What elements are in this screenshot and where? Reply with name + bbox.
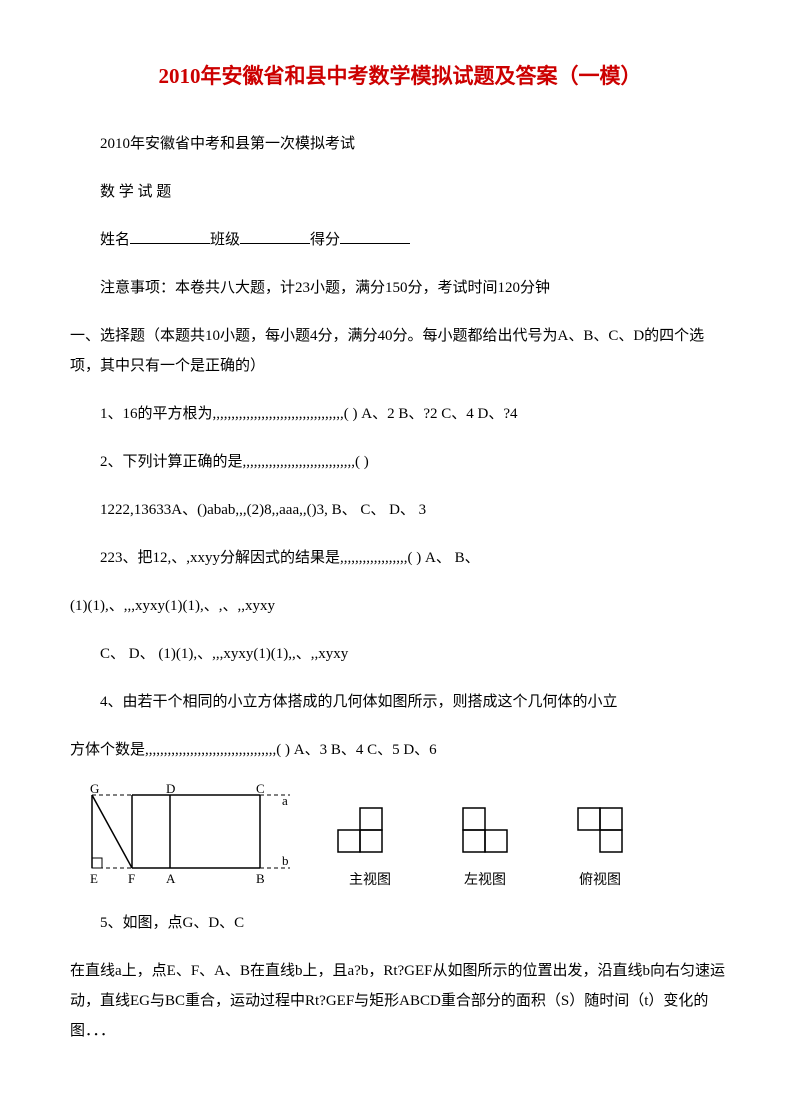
top-view: 俯视图 bbox=[560, 800, 640, 893]
left-view: 左视图 bbox=[445, 800, 525, 893]
exam-source: 2010年安徽省中考和县第一次模拟考试 bbox=[70, 129, 730, 159]
score-label: 得分 bbox=[310, 232, 340, 248]
question-3-options-1: (1)(1),、,,,xyxy(1)(1),、,、,,xyxy bbox=[70, 591, 730, 621]
geometry-diagram: G D C E F A B a b bbox=[90, 783, 300, 893]
front-view-icon bbox=[330, 800, 410, 860]
score-blank bbox=[340, 229, 410, 244]
name-label: 姓名 bbox=[100, 232, 130, 248]
question-2-options: 1222,13633A、()abab,,,(2)8,,aaa,,()3, B、 … bbox=[70, 495, 730, 525]
label-a: a bbox=[282, 793, 288, 808]
class-label: 班级 bbox=[210, 232, 240, 248]
section-1-header: 一、选择题（本题共10小题，每小题4分，满分40分。每小题都给出代号为A、B、C… bbox=[70, 321, 730, 381]
question-5: 5、如图，点G、D、C bbox=[70, 908, 730, 938]
label-B: B bbox=[256, 871, 265, 886]
top-view-icon bbox=[560, 800, 640, 860]
diagram-row: G D C E F A B a b 主视图 左视图 bbox=[70, 783, 730, 893]
question-1: 1、16的平方根为,,,,,,,,,,,,,,,,,,,,,,,,,,,,,,,… bbox=[70, 399, 730, 429]
label-C: C bbox=[256, 783, 265, 796]
exam-notice: 注意事项：本卷共八大题，计23小题，满分150分，考试时间120分钟 bbox=[70, 273, 730, 303]
front-view: 主视图 bbox=[330, 800, 410, 893]
left-view-label: 左视图 bbox=[445, 870, 525, 892]
subject-title: 数 学 试 题 bbox=[70, 177, 730, 207]
question-4-part-a: 4、由若干个相同的小立方体搭成的几何体如图所示，则搭成这个几何体的小立 bbox=[70, 687, 730, 717]
label-b: b bbox=[282, 853, 289, 868]
student-info-line: 姓名 班级 得分 bbox=[70, 225, 730, 255]
view-group: 主视图 左视图 俯视图 bbox=[330, 800, 640, 893]
label-E: E bbox=[90, 871, 98, 886]
class-blank bbox=[240, 229, 310, 244]
label-A: A bbox=[166, 871, 176, 886]
label-D: D bbox=[166, 783, 175, 796]
question-3: 223、把12,、,xxyy分解因式的结果是,,,,,,,,,,,,,,,,,,… bbox=[70, 543, 730, 573]
label-F: F bbox=[128, 871, 135, 886]
question-3-options-2: C、 D、 (1)(1),、,,,xyxy(1)(1),,、,,xyxy bbox=[70, 639, 730, 669]
top-view-label: 俯视图 bbox=[560, 870, 640, 892]
label-G: G bbox=[90, 783, 99, 796]
page-title: 2010年安徽省和县中考数学模拟试题及答案（一模） bbox=[70, 60, 730, 94]
name-blank bbox=[130, 229, 210, 244]
front-view-label: 主视图 bbox=[330, 870, 410, 892]
question-2: 2、下列计算正确的是,,,,,,,,,,,,,,,,,,,,,,,,,,,,,,… bbox=[70, 447, 730, 477]
question-4-part-b: 方体个数是,,,,,,,,,,,,,,,,,,,,,,,,,,,,,,,,,,,… bbox=[70, 735, 730, 765]
question-5-body: 在直线a上，点E、F、A、B在直线b上，且a?b，Rt?GEF从如图所示的位置出… bbox=[70, 956, 730, 1046]
left-view-icon bbox=[445, 800, 525, 860]
